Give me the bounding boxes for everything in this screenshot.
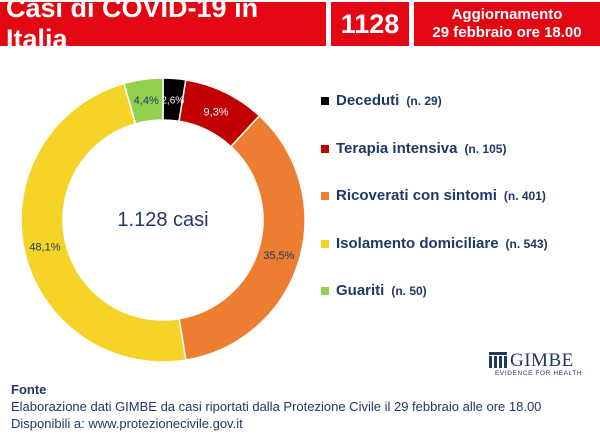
- slice-label-guariti: 4,4%: [134, 95, 159, 107]
- legend-label: Guariti: [336, 282, 385, 299]
- slice-label-deceduti: 2,6%: [161, 95, 184, 106]
- legend-item-guariti: Guariti (n. 50): [321, 282, 548, 330]
- legend-swatch: [321, 97, 329, 105]
- legend-count: (n. 401): [503, 189, 546, 203]
- legend-count: (n. 543): [505, 236, 548, 251]
- legend-item-terapia-intensiva: Terapia intensiva (n. 105): [321, 140, 548, 188]
- update-date: 29 febbraio ore 18.00: [432, 24, 582, 41]
- chart-legend: Deceduti (n. 29) Terapia intensiva (n. 105)…: [321, 92, 548, 330]
- header-update-box: Aggiornamento 29 febbraio ore 18.00: [414, 2, 600, 46]
- slice-guariti: [123, 77, 164, 125]
- legend-swatch: [321, 192, 329, 200]
- update-label: Aggiornamento: [451, 6, 563, 23]
- header-count-box: 1128: [331, 2, 409, 46]
- source-note: Fonte Elaborazione dati GIMBE da casi ri…: [11, 381, 541, 432]
- legend-count: (n. 105): [464, 141, 507, 156]
- legend-swatch: [321, 144, 329, 153]
- legend-label: Terapia intensiva: [336, 139, 458, 157]
- legend-item-deceduti: Deceduti (n. 29): [321, 92, 548, 140]
- legend-label: Deceduti: [336, 92, 400, 109]
- legend-swatch: [321, 287, 329, 295]
- gimbe-logo-icon: [489, 352, 507, 368]
- gimbe-logo: GIMBE EVIDENCE FOR HEALTH: [489, 350, 585, 380]
- slice-isolamento-domiciliare: [20, 82, 187, 363]
- total-cases-count: 1128: [340, 8, 400, 39]
- page-title: Casi di COVID-19 in Italia: [6, 0, 259, 54]
- logo-name: GIMBE: [510, 350, 574, 371]
- legend-count: (n. 29): [406, 94, 442, 108]
- donut-chart: 2,6% 9,3% 35,5% 48,1% 4,4% 1.128 casi: [20, 77, 306, 363]
- slice-ricoverati-con-sintomi: [178, 114, 306, 362]
- legend-label: Isolamento domiciliare: [336, 234, 499, 252]
- legend-swatch: [321, 239, 329, 248]
- center-total-label: 1.128 casi: [117, 209, 208, 231]
- slice-label-terapia-intensiva: 9,3%: [204, 106, 229, 118]
- source-title: Fonte: [11, 382, 47, 397]
- legend-item-ricoverati-con-sintomi: Ricoverati con sintomi (n. 401): [321, 187, 548, 235]
- slice-label-ricoverati-con-sintomi: 35,5%: [263, 250, 294, 262]
- header-title: Casi di COVID-19 in Italia: [0, 0, 326, 54]
- logo-tagline: EVIDENCE FOR HEALTH: [495, 370, 583, 377]
- legend-label: Ricoverati con sintomi: [336, 187, 497, 204]
- source-description: Elaborazione dati GIMBE da casi riportat…: [11, 399, 542, 414]
- source-link: Disponibili a: www.protezionecivile.gov.…: [11, 416, 243, 431]
- legend-count: (n. 50): [391, 284, 427, 298]
- slice-label-isolamento-domiciliare: 48,1%: [29, 241, 60, 253]
- legend-item-isolamento-domiciliare: Isolamento domiciliare (n. 543): [321, 235, 548, 283]
